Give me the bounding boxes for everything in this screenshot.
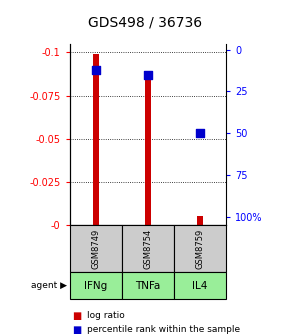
Text: GSM8754: GSM8754 — [143, 228, 153, 269]
Point — [146, 72, 150, 77]
Bar — [93, 54, 99, 225]
Text: TNFa: TNFa — [135, 281, 161, 291]
Point — [93, 67, 98, 72]
Text: ■: ■ — [72, 325, 82, 335]
Text: ■: ■ — [72, 311, 82, 321]
Bar — [197, 216, 203, 225]
Text: IFNg: IFNg — [84, 281, 107, 291]
Text: percentile rank within the sample: percentile rank within the sample — [87, 325, 240, 334]
Text: GSM8759: GSM8759 — [195, 228, 205, 269]
Text: agent ▶: agent ▶ — [31, 281, 67, 290]
Point — [198, 130, 202, 136]
Text: IL4: IL4 — [192, 281, 208, 291]
Text: log ratio: log ratio — [87, 311, 125, 320]
Text: GSM8749: GSM8749 — [91, 228, 100, 269]
Text: GDS498 / 36736: GDS498 / 36736 — [88, 15, 202, 29]
Bar — [145, 73, 151, 225]
